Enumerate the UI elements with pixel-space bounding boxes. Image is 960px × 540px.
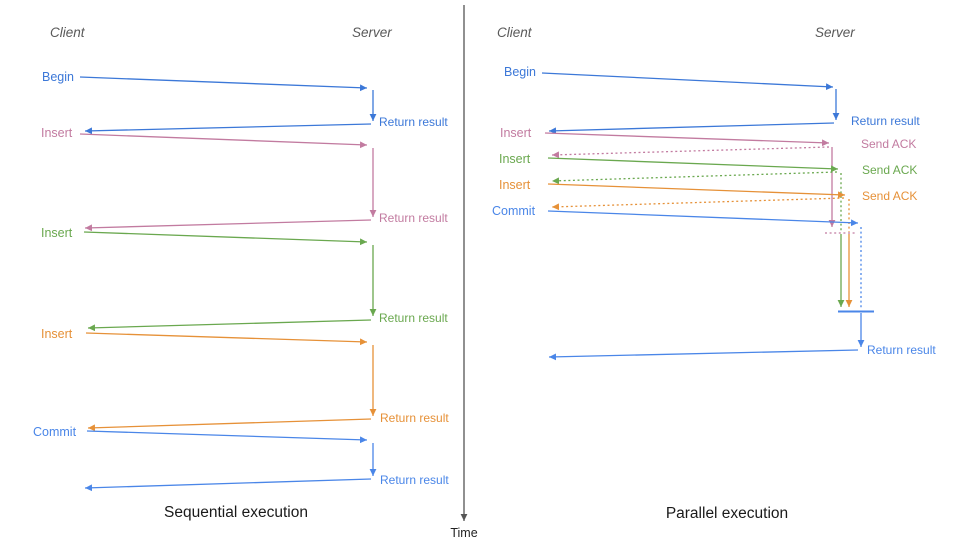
sequential-event-insert-3: Insert Return result bbox=[41, 327, 449, 432]
p-insert1-request-arrow bbox=[544, 132, 830, 147]
commit-return-label: Return result bbox=[380, 473, 449, 487]
sequential-client-header: Client bbox=[50, 25, 86, 40]
p-commit-return-arrow bbox=[548, 349, 859, 361]
sequential-server-header: Server bbox=[352, 25, 392, 40]
p-insert2-ack-label: Send ACK bbox=[862, 163, 917, 177]
p-begin-request-arrow bbox=[541, 72, 834, 91]
parallel-event-begin: Begin Return result bbox=[504, 65, 920, 135]
insert1-return-label: Return result bbox=[379, 211, 448, 225]
commit-request-arrow bbox=[86, 430, 368, 444]
insert3-return-arrow bbox=[87, 418, 372, 432]
sequential-event-insert-2: Insert Return result bbox=[41, 226, 448, 332]
p-commit-label: Commit bbox=[492, 204, 536, 218]
p-insert1-ack-label: Send ACK bbox=[861, 137, 916, 151]
parallel-event-commit: Commit Return result bbox=[492, 204, 936, 361]
begin-request-arrow bbox=[79, 76, 368, 92]
p-insert2-label: Insert bbox=[499, 152, 531, 166]
parallel-event-insert-1: Insert Send ACK bbox=[500, 126, 916, 234]
sequential-panel: Client Server Begin Return result Insert… bbox=[33, 25, 449, 521]
p-insert3-label: Insert bbox=[499, 178, 531, 192]
insert3-request-arrow bbox=[85, 332, 368, 346]
p-begin-return-label: Return result bbox=[851, 114, 920, 128]
time-axis-label: Time bbox=[450, 526, 477, 540]
parallel-client-header: Client bbox=[497, 25, 533, 40]
sequential-event-begin: Begin Return result bbox=[42, 70, 448, 135]
p-insert1-label: Insert bbox=[500, 126, 532, 140]
parallel-event-insert-2: Insert Send ACK bbox=[499, 152, 917, 307]
p-insert2-ack-arrow bbox=[551, 171, 838, 185]
time-axis: Time bbox=[450, 5, 478, 540]
p-insert3-ack-label: Send ACK bbox=[862, 189, 917, 203]
insert3-return-label: Return result bbox=[380, 411, 449, 425]
commit-return-arrow bbox=[84, 478, 372, 492]
begin-label: Begin bbox=[42, 70, 74, 84]
insert1-return-arrow bbox=[84, 219, 372, 232]
parallel-panel: Client Server Begin Return result Insert… bbox=[492, 25, 936, 522]
p-insert2-request-arrow bbox=[547, 157, 839, 173]
commit-label: Commit bbox=[33, 425, 77, 439]
p-insert3-request-arrow bbox=[547, 183, 846, 199]
begin-return-label: Return result bbox=[379, 115, 448, 129]
insert2-return-arrow bbox=[87, 319, 372, 332]
insert2-request-arrow bbox=[83, 231, 368, 246]
p-commit-request-arrow bbox=[547, 210, 859, 227]
insert3-label: Insert bbox=[41, 327, 73, 341]
insert2-label: Insert bbox=[41, 226, 73, 240]
p-begin-return-arrow bbox=[548, 122, 835, 135]
parallel-event-insert-3: Insert Send ACK bbox=[499, 178, 917, 307]
p-insert3-ack-arrow bbox=[551, 197, 845, 211]
insert1-label: Insert bbox=[41, 126, 73, 140]
p-begin-label: Begin bbox=[504, 65, 536, 79]
sequential-event-commit: Commit Return result bbox=[33, 425, 449, 492]
parallel-server-header: Server bbox=[815, 25, 855, 40]
sequential-title: Sequential execution bbox=[164, 504, 308, 521]
parallel-title: Parallel execution bbox=[666, 505, 788, 522]
p-insert1-ack-arrow bbox=[551, 146, 830, 159]
begin-return-arrow bbox=[84, 123, 372, 135]
p-commit-return-label: Return result bbox=[867, 343, 936, 357]
sequential-event-insert-1: Insert Return result bbox=[41, 126, 448, 232]
insert2-return-label: Return result bbox=[379, 311, 448, 325]
insert1-request-arrow bbox=[79, 133, 368, 149]
